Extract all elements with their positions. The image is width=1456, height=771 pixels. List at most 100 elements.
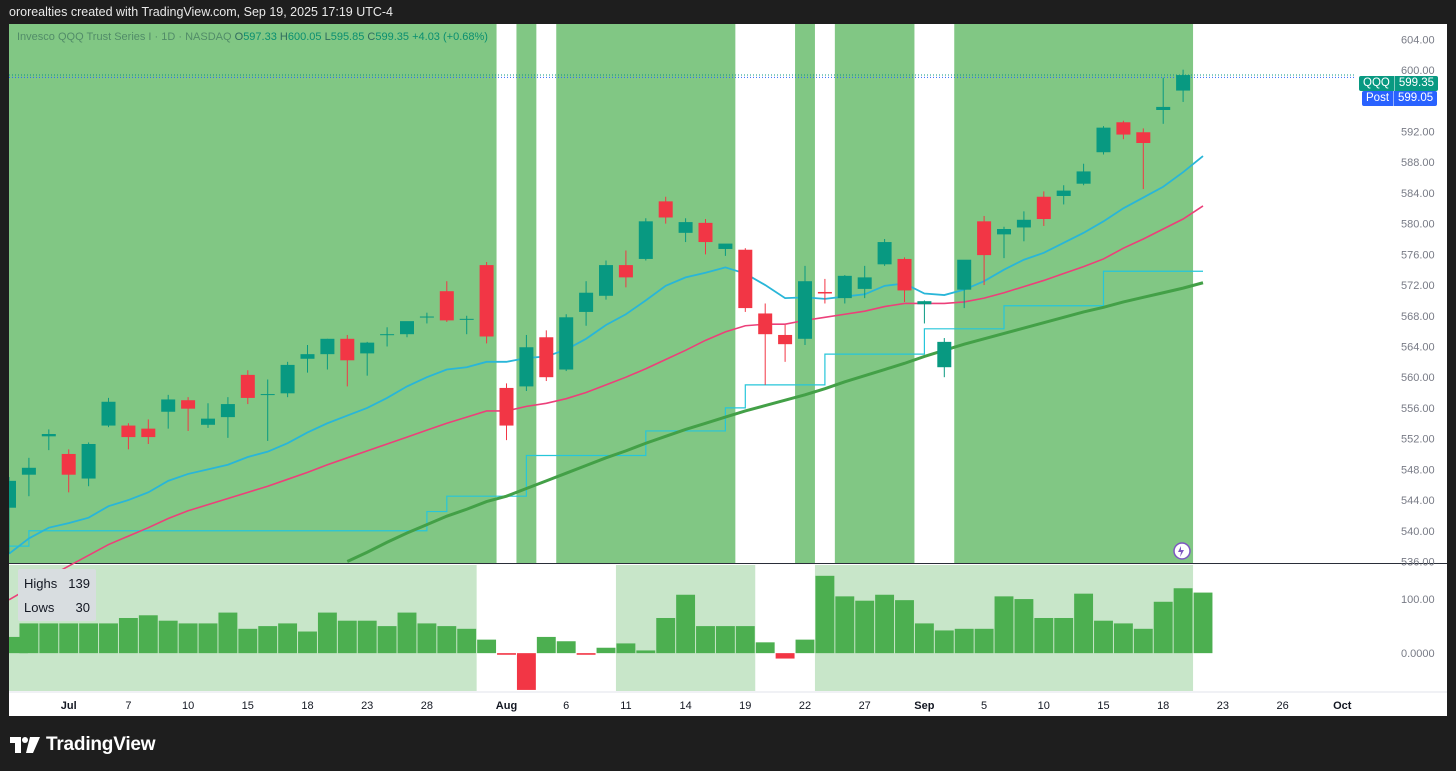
- histogram-bar: [1113, 623, 1133, 654]
- close-value: 599.35: [375, 31, 410, 43]
- histogram-bar: [1014, 599, 1034, 654]
- histogram-bar: [278, 623, 298, 654]
- date-tick-label: 15: [242, 700, 254, 712]
- histogram-bar: [556, 641, 576, 654]
- candle-body: [599, 265, 613, 296]
- candle-body: [718, 243, 733, 249]
- chart-pane[interactable]: 604.00600.00596.00592.00588.00584.00580.…: [9, 24, 1447, 716]
- histogram-bar: [218, 612, 238, 654]
- date-tick-label: 5: [981, 700, 987, 712]
- candle-body: [698, 222, 713, 243]
- candle-body: [1156, 106, 1171, 110]
- histogram-bar: [855, 600, 875, 654]
- histogram-bar: [79, 623, 99, 654]
- symbol-title: Invesco QQQ Trust Series I · 1D · NASDAQ: [17, 31, 232, 43]
- histogram-bar: [337, 620, 357, 654]
- histogram-bar: [298, 631, 317, 654]
- open-value: 597.33: [243, 31, 277, 43]
- ema-fast-line: [9, 155, 1204, 555]
- histogram-bar: [934, 630, 954, 654]
- price-tick-label: 588.00: [1401, 157, 1435, 169]
- price-tick-label: 592.00: [1401, 126, 1435, 138]
- histogram-bar: [417, 623, 437, 654]
- histogram-bar: [676, 594, 696, 654]
- highs-lows-legend: Highs 139 Lows 30: [18, 569, 96, 621]
- high-label: H: [279, 31, 288, 43]
- candle-body: [1136, 132, 1151, 144]
- date-tick-label: 10: [1038, 700, 1050, 712]
- date-tick-label: 22: [799, 700, 811, 712]
- histogram-bar: [138, 615, 158, 654]
- histogram-bar: [39, 623, 59, 654]
- date-tick-label: Aug: [496, 700, 517, 712]
- histogram-bar: [1173, 588, 1193, 654]
- header-bar: ororealties created with TradingView.com…: [9, 5, 394, 19]
- last-price-tag: QQQ 599.35: [1359, 76, 1439, 91]
- candle-body: [300, 354, 315, 359]
- candle-body: [539, 337, 554, 378]
- post-price-value: 599.05: [1393, 91, 1437, 106]
- high-value: 600.05: [287, 31, 322, 43]
- histogram-bar: [795, 639, 815, 654]
- date-tick-label: 15: [1097, 700, 1109, 712]
- tradingview-brand: TradingView: [46, 734, 156, 755]
- histogram-bar: [576, 653, 596, 655]
- candle-body: [658, 201, 673, 218]
- candle-body: [41, 434, 56, 437]
- histogram-bar: [158, 620, 178, 654]
- price-tick-label: 544.00: [1401, 495, 1435, 507]
- indicator-tick-label: 0.0000: [1401, 648, 1435, 660]
- date-tick-label: 28: [421, 700, 433, 712]
- tradingview-logo[interactable]: TradingView: [10, 734, 156, 756]
- price-tick-label: 584.00: [1401, 188, 1435, 200]
- price-tick-label: 556.00: [1401, 403, 1435, 415]
- candle-body: [1036, 196, 1051, 220]
- candle-body: [638, 221, 653, 259]
- histogram-bar: [178, 623, 198, 654]
- candle-body: [798, 281, 812, 339]
- post-price-tag: Post 599.05: [1362, 91, 1438, 106]
- histogram-bar: [715, 626, 735, 654]
- price-tick-label: 568.00: [1401, 311, 1435, 323]
- price-tick-label: 552.00: [1401, 434, 1435, 446]
- candle-body: [1176, 75, 1191, 91]
- histogram-bar: [954, 628, 974, 654]
- close-label: C: [367, 31, 376, 43]
- histogram-bar: [1153, 601, 1173, 654]
- histogram-bar: [397, 612, 417, 654]
- indicator-tick-label: 100.00: [1401, 594, 1435, 606]
- date-tick-label: 19: [739, 700, 751, 712]
- candle-body: [877, 242, 892, 265]
- change-value: +4.03 (+0.68%): [412, 31, 488, 43]
- tradingview-logo-icon: [10, 737, 40, 753]
- step-line: [9, 270, 1203, 547]
- histogram-bar: [696, 626, 715, 654]
- date-tick-label: 23: [1217, 700, 1229, 712]
- candle-body: [21, 467, 36, 475]
- candle-body: [579, 292, 594, 312]
- price-tick-label: 536.00: [1401, 556, 1435, 568]
- candle-body: [977, 221, 992, 256]
- candle-body: [101, 401, 116, 426]
- histogram-bar: [477, 639, 497, 654]
- low-value: 595.85: [330, 31, 365, 43]
- histogram-bar: [735, 626, 755, 654]
- symbol-legend: Invesco QQQ Trust Series I · 1D · NASDAQ…: [17, 31, 488, 43]
- candle-body: [240, 374, 255, 398]
- candle-body: [419, 316, 434, 318]
- candle-body: [181, 400, 196, 409]
- candle-body: [360, 342, 375, 354]
- candle-body: [280, 364, 295, 394]
- candle-body: [201, 418, 215, 425]
- histogram-bar: [19, 623, 39, 654]
- sma-slow-line: [346, 281, 1204, 563]
- candle-body: [897, 258, 912, 291]
- histogram-bar: [536, 636, 556, 654]
- date-tick-label: 26: [1276, 700, 1288, 712]
- price-chart[interactable]: 604.00600.00596.00592.00588.00584.00580.…: [9, 24, 1447, 716]
- histogram-bar: [755, 642, 775, 654]
- ema-mid-line: [9, 205, 1204, 601]
- candle-body: [1096, 127, 1111, 153]
- candle-body: [857, 277, 872, 289]
- date-tick-label: Sep: [914, 700, 934, 712]
